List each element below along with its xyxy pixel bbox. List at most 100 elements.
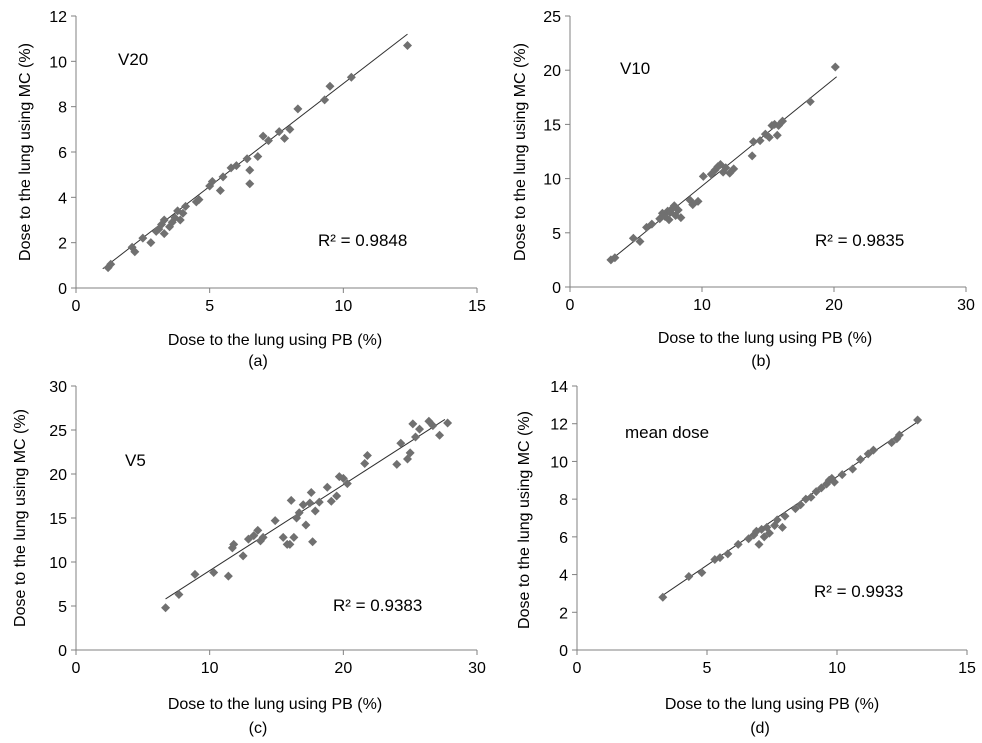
data-point-a xyxy=(159,215,169,225)
data-point-c xyxy=(286,495,296,505)
x-tick-label-d: 5 xyxy=(703,660,712,677)
data-point-c xyxy=(298,500,308,510)
trendline-c xyxy=(165,419,446,600)
data-point-c xyxy=(289,532,299,542)
panel-c-annotation: V5 xyxy=(125,451,146,470)
data-point-b xyxy=(635,236,645,246)
data-point-a xyxy=(253,152,263,162)
data-point-c xyxy=(238,551,248,561)
data-point-b xyxy=(676,213,686,223)
y-tick-label-d: 10 xyxy=(550,454,568,471)
x-tick-label-b: 20 xyxy=(825,297,843,314)
y-tick-label-d: 6 xyxy=(559,530,568,547)
data-point-c xyxy=(411,432,421,442)
data-point-d xyxy=(684,571,694,581)
data-point-b xyxy=(610,253,620,263)
x-tick-label-c: 30 xyxy=(468,660,486,677)
data-point-a xyxy=(181,201,191,211)
data-point-d xyxy=(796,500,806,510)
data-point-c xyxy=(396,438,406,448)
data-point-a xyxy=(215,186,225,196)
panel-d-annotation: mean dose xyxy=(625,423,709,442)
panel-c-caption: (c) xyxy=(249,720,268,737)
data-point-c xyxy=(294,508,304,518)
data-point-a xyxy=(280,133,290,143)
y-tick-label-b: 25 xyxy=(543,9,561,26)
plot-area-b: 0 10 20 30 0 5 10 15 20 25 xyxy=(543,9,975,314)
data-point-b xyxy=(698,171,708,181)
x-tick-label-a: 10 xyxy=(334,298,352,315)
data-point-c xyxy=(258,532,268,542)
panel-a-ylabel: Dose to the lung using MC (%) xyxy=(17,43,34,261)
y-tick-label-d: 2 xyxy=(559,605,568,622)
data-point-c xyxy=(428,421,438,431)
data-point-a xyxy=(320,95,330,105)
data-point-c xyxy=(362,451,372,461)
panel-b-r2-label: R² = 0.9835 xyxy=(815,231,904,250)
data-point-c xyxy=(253,525,263,535)
x-tick-label-b: 0 xyxy=(566,297,575,314)
x-tick-label-a: 0 xyxy=(72,298,81,315)
y-tick-label-b: 10 xyxy=(543,172,561,189)
data-point-b xyxy=(778,116,788,126)
y-tick-label-a: 2 xyxy=(58,236,67,253)
data-point-b xyxy=(647,219,657,229)
data-point-a xyxy=(138,233,148,243)
data-point-a xyxy=(231,161,241,171)
data-point-d xyxy=(658,592,668,602)
y-tick-label-d: 14 xyxy=(550,379,568,396)
data-point-b xyxy=(664,215,674,225)
data-point-c xyxy=(326,496,336,506)
y-tick-label-b: 0 xyxy=(552,280,561,297)
data-point-d xyxy=(723,549,733,559)
data-point-a xyxy=(402,40,412,50)
data-point-a xyxy=(207,176,217,186)
data-point-c xyxy=(322,482,332,492)
y-tick-label-d: 0 xyxy=(559,643,568,660)
data-point-b xyxy=(805,97,815,107)
data-point-d xyxy=(868,445,878,455)
data-point-c xyxy=(229,539,239,549)
data-point-c xyxy=(308,537,318,547)
data-point-b xyxy=(772,130,782,140)
panel-a-annotation: V20 xyxy=(118,50,148,69)
y-tick-label-c: 15 xyxy=(49,511,67,528)
data-point-d xyxy=(848,464,858,474)
y-tick-label-a: 8 xyxy=(58,100,67,117)
data-point-a xyxy=(285,124,295,134)
data-point-d xyxy=(913,415,923,425)
data-point-c xyxy=(209,568,219,578)
data-point-c xyxy=(278,532,288,542)
data-point-d xyxy=(829,477,839,487)
x-tick-label-b: 30 xyxy=(957,297,975,314)
panel-a-caption: (a) xyxy=(248,353,268,370)
x-tick-label-d: 10 xyxy=(828,660,846,677)
data-point-a xyxy=(346,72,356,82)
panel-d-xlabel: Dose to the lung using PB (%) xyxy=(665,696,879,713)
panel-d-caption: (d) xyxy=(750,720,770,737)
data-point-b xyxy=(764,132,774,142)
data-point-d xyxy=(733,539,743,549)
x-tick-label-d: 15 xyxy=(958,660,976,677)
data-point-c xyxy=(443,418,453,428)
data-point-b xyxy=(748,137,758,147)
panel-b-annotation: V10 xyxy=(620,59,650,78)
data-point-c xyxy=(408,419,418,429)
y-tick-label-c: 20 xyxy=(49,467,67,484)
data-point-d xyxy=(894,430,904,440)
data-point-b xyxy=(755,136,765,146)
x-tick-label-c: 0 xyxy=(72,660,81,677)
y-tick-label-a: 12 xyxy=(49,9,67,26)
data-point-c xyxy=(332,491,342,501)
y-tick-label-a: 4 xyxy=(58,190,67,207)
y-tick-label-c: 10 xyxy=(49,555,67,572)
data-point-d xyxy=(697,568,707,578)
x-tick-label-d: 0 xyxy=(573,660,582,677)
x-tick-label-c: 20 xyxy=(334,660,352,677)
data-point-d xyxy=(780,511,790,521)
plot-area-a: 0 5 10 15 0 2 4 6 8 10 12 xyxy=(49,9,486,315)
panel-a: 0 5 10 15 0 2 4 6 8 10 12 V20 R² = 0.9848 Dose to … xyxy=(17,9,486,370)
y-tick-label-c: 30 xyxy=(49,379,67,396)
data-point-a xyxy=(175,215,185,225)
